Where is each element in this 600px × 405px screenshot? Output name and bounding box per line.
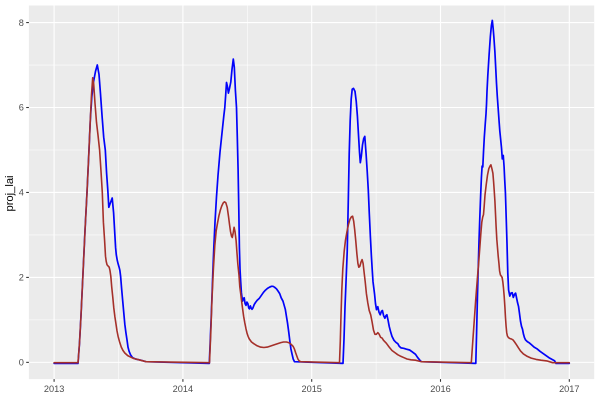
svg-text:2014: 2014 xyxy=(173,384,193,394)
svg-text:8: 8 xyxy=(19,18,24,28)
svg-text:2016: 2016 xyxy=(430,384,450,394)
svg-text:2013: 2013 xyxy=(44,384,64,394)
svg-text:proj_lai: proj_lai xyxy=(4,175,16,211)
svg-text:2: 2 xyxy=(19,273,24,283)
svg-text:2015: 2015 xyxy=(301,384,321,394)
svg-text:0: 0 xyxy=(19,358,24,368)
svg-text:2017: 2017 xyxy=(559,384,579,394)
svg-text:6: 6 xyxy=(19,103,24,113)
svg-text:4: 4 xyxy=(19,188,24,198)
